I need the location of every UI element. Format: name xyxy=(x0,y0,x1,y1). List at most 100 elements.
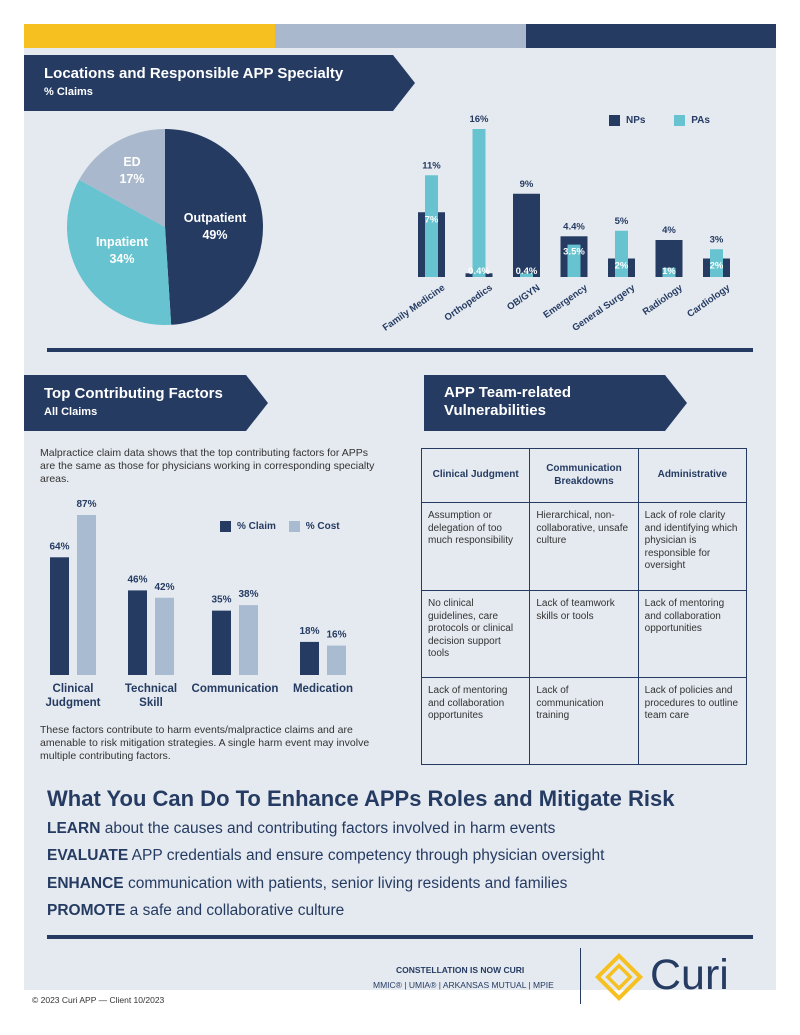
bar-value-label: 64% xyxy=(49,541,69,552)
action-promote: PROMOTE a safe and collaborative culture xyxy=(47,902,344,920)
locations-pie-chart: Outpatient 49% Inpatient 34% ED 17% xyxy=(66,129,264,325)
x-tick-label: Medication xyxy=(293,683,353,695)
vulnerabilities-title-line2: Vulnerabilities xyxy=(444,402,546,419)
x-tick-label: Orthopedics xyxy=(443,282,495,323)
pie-label-outpatient: Outpatient xyxy=(184,211,247,225)
legend-pas-swatch xyxy=(674,115,686,126)
table-cell: Lack of mentoring and collaboration oppo… xyxy=(637,590,748,678)
legend-nps: NPs xyxy=(609,115,645,126)
action-key: EVALUATE xyxy=(47,847,129,864)
bar-pa xyxy=(567,244,581,277)
table-cell: Lack of mentoring and collaboration oppo… xyxy=(420,677,531,765)
bar-value-label: 4% xyxy=(662,225,676,236)
legend-nps-swatch xyxy=(609,115,620,126)
bar-value-label: 1% xyxy=(662,266,676,277)
x-tick-label: Radiology xyxy=(641,282,686,318)
pie-value-inpatient: 34% xyxy=(109,252,134,266)
copyright: © 2023 Curi APP — Client 10/2023 xyxy=(32,995,165,1005)
bar-claim xyxy=(300,641,319,675)
action-key: ENHANCE xyxy=(47,875,124,892)
bar-value-label: 3.5% xyxy=(563,247,585,258)
bar-value-label: 11% xyxy=(422,160,441,171)
legend-cost-label: % Cost xyxy=(305,521,340,533)
bar-value-label: 2% xyxy=(710,261,724,272)
bar-value-label: 0.4% xyxy=(516,266,538,277)
bar-value-label: 2% xyxy=(615,261,629,272)
x-tick-label: Skill xyxy=(139,697,163,709)
locations-title: Locations and Responsible APP Specialty xyxy=(44,65,344,82)
bar-value-label: 4.4% xyxy=(563,221,585,232)
bar-value-label: 16% xyxy=(326,630,346,641)
bar-value-label: 5% xyxy=(615,216,629,227)
top-stripe-yellow xyxy=(24,24,275,48)
section-divider-2 xyxy=(47,935,753,939)
bar-value-label: 9% xyxy=(520,179,534,190)
table-cell: No clinical guidelines, care protocols o… xyxy=(420,590,531,678)
specialty-bar-chart: 11% 7% Family Medicine 16% 0.4% Orthopedics 9%… xyxy=(381,114,733,334)
bar-value-label: 38% xyxy=(238,589,258,600)
bar-value-label: 18% xyxy=(299,626,319,637)
bar-claim xyxy=(50,557,69,675)
bar-cost xyxy=(77,515,96,675)
bar-pa xyxy=(520,273,533,277)
vulnerabilities-table: Clinical Judgment Communication Breakdow… xyxy=(420,448,748,765)
factors-title: Top Contributing Factors xyxy=(44,385,223,402)
bar-value-label: 46% xyxy=(127,574,147,585)
action-evaluate: EVALUATE APP credentials and ensure comp… xyxy=(47,847,604,865)
table-header-row: Clinical Judgment Communication Breakdow… xyxy=(420,448,748,503)
section-divider-1 xyxy=(47,348,753,352)
brand-list: MMIC® | UMIA® | ARKANSAS MUTUAL | MPIE xyxy=(373,980,554,990)
table-row: No clinical guidelines, care protocols o… xyxy=(420,590,748,678)
curi-logo-text: Curi xyxy=(650,951,729,999)
table-cell: Hierarchical, non-collaborative, unsafe … xyxy=(529,502,639,591)
table-row: Lack of mentoring and collaboration oppo… xyxy=(420,677,748,765)
pie-label-ed: ED xyxy=(123,155,140,169)
legend-cost-swatch xyxy=(288,521,300,532)
bar-value-label: 42% xyxy=(154,582,174,593)
header-communication-breakdowns: Communication Breakdowns xyxy=(529,448,639,503)
action-text: communication with patients, senior livi… xyxy=(123,875,568,892)
pie-label-inpatient: Inpatient xyxy=(96,235,149,249)
pie-value-ed: 17% xyxy=(119,172,144,186)
factors-legend: % Claim % Cost xyxy=(220,521,340,532)
footer-divider xyxy=(580,948,581,1004)
table-cell: Lack of communication training xyxy=(529,677,639,765)
action-text: APP credentials and ensure competency th… xyxy=(128,847,605,864)
pie-slice-ed xyxy=(79,129,165,227)
constellation-note: CONSTELLATION IS NOW CURI xyxy=(396,965,525,975)
bar-value-label: 16% xyxy=(469,114,489,125)
locations-banner: Locations and Responsible APP Specialty … xyxy=(24,55,415,111)
x-tick-label: Family Medicine xyxy=(381,282,447,333)
legend-cost: % Cost xyxy=(288,521,340,533)
bar-pa xyxy=(615,230,628,277)
table-cell: Lack of policies and procedures to outli… xyxy=(637,677,748,765)
table-cell: Lack of role clarity and identifying whi… xyxy=(637,502,748,591)
x-tick-label: Technical xyxy=(125,683,177,695)
bar-np xyxy=(513,193,540,277)
bar-claim xyxy=(212,610,231,675)
table-cell: Assumption or delegation of too much res… xyxy=(420,502,531,591)
pie-slice-inpatient xyxy=(66,179,172,325)
legend-nps-label: NPs xyxy=(626,115,646,127)
vulnerabilities-title-line1: APP Team-related xyxy=(444,384,571,401)
top-stripe-navy xyxy=(526,24,776,48)
bar-cost xyxy=(239,605,258,675)
actions-heading: What You Can Do To Enhance APPs Roles an… xyxy=(47,786,675,811)
action-text: a safe and collaborative culture xyxy=(125,902,345,919)
legend-claim-swatch xyxy=(220,521,231,532)
x-tick-label: OB/GYN xyxy=(505,282,542,313)
bar-value-label: 3% xyxy=(710,234,724,245)
bar-pa xyxy=(425,175,438,277)
bar-pa xyxy=(710,249,723,277)
bar-value-label: 7% xyxy=(425,214,439,225)
table-cell: Lack of teamwork skills or tools xyxy=(529,590,639,678)
factors-bar-chart: 64% 87% Clinical Judgment 46% 42% Technical Ski… xyxy=(46,499,354,709)
x-tick-label: Cardiology xyxy=(685,282,733,320)
pie-slice-outpatient xyxy=(165,129,264,325)
action-text: about the causes and contributing factor… xyxy=(100,820,556,837)
bar-cost xyxy=(327,645,346,675)
bar-pa xyxy=(662,267,676,277)
x-tick-label: Clinical xyxy=(53,683,94,695)
legend-claim: % Claim xyxy=(220,521,276,532)
